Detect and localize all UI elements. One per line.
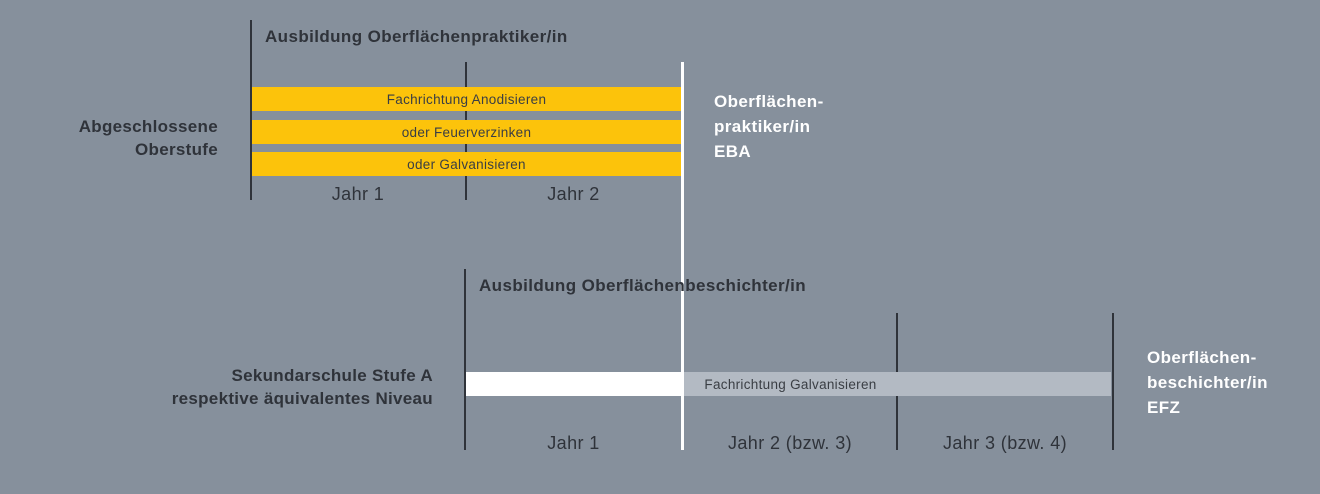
bottom-year-3-label: Jahr 3 (bzw. 4): [942, 433, 1068, 453]
top-year-2-label: Jahr 2: [547, 184, 600, 204]
bottom-outcome-line1: Oberflächen-: [1147, 348, 1257, 367]
bottom-year-1-label: Jahr 1: [547, 433, 600, 453]
option-bar-anodisieren-label: Fachrichtung Anodisieren: [386, 91, 547, 107]
specialization-bar-segment: Fachrichtung Galvanisieren: [684, 372, 1111, 396]
option-bar-feuerverzinken-label: oder Feuerverzinken: [401, 124, 532, 140]
top-outcome-label: Oberflächen- praktiker/in EBA: [714, 89, 824, 164]
top-outcome-line1: Oberflächen-: [714, 92, 824, 111]
bottom-left-qualification-line1: Sekundarschule Stufe A: [231, 366, 433, 385]
bottom-outcome-line3: EFZ: [1147, 398, 1181, 417]
option-bar-anodisieren: Fachrichtung Anodisieren: [252, 87, 681, 111]
bottom-outcome-label: Oberflächen- beschichter/in EFZ: [1147, 345, 1268, 420]
top-year-1-label: Jahr 1: [331, 184, 385, 204]
specialization-bar-label: Fachrichtung Galvanisieren: [704, 376, 877, 392]
top-left-qualification-line2: Oberstufe: [135, 140, 218, 159]
option-bar-galvanisieren: oder Galvanisieren: [252, 152, 681, 176]
bottom-left-qualification-line2: respektive äquivalentes Niveau: [171, 389, 433, 408]
bottom-left-qualification-label: Sekundarschule Stufe A respektive äquiva…: [172, 364, 433, 410]
bottom-timeline-end-line: [1112, 313, 1114, 450]
bottom-outcome-line2: beschichter/in: [1147, 373, 1268, 392]
specialization-bar-label-wrap: Fachrichtung Galvanisieren: [684, 377, 897, 392]
basic-training-bar-segment: [466, 372, 681, 396]
shared-white-divider-line: [681, 62, 684, 450]
top-section-title: Ausbildung Oberflächenpraktiker/in: [265, 27, 568, 46]
top-outcome-line2: praktiker/in: [714, 117, 811, 136]
bottom-timeline-start-line: [464, 269, 466, 450]
option-bar-feuerverzinken: oder Feuerverzinken: [252, 120, 681, 144]
top-timeline-start-line: [250, 20, 252, 200]
top-left-qualification-label: Abgeschlossene Oberstufe: [79, 115, 218, 161]
bottom-section-title: Ausbildung Oberflächenbeschichter/in: [479, 276, 807, 295]
option-bar-galvanisieren-label: oder Galvanisieren: [407, 156, 526, 172]
bottom-year-2-label: Jahr 2 (bzw. 3): [727, 433, 853, 453]
top-left-qualification-line1: Abgeschlossene: [78, 117, 218, 136]
top-outcome-line3: EBA: [714, 142, 752, 161]
